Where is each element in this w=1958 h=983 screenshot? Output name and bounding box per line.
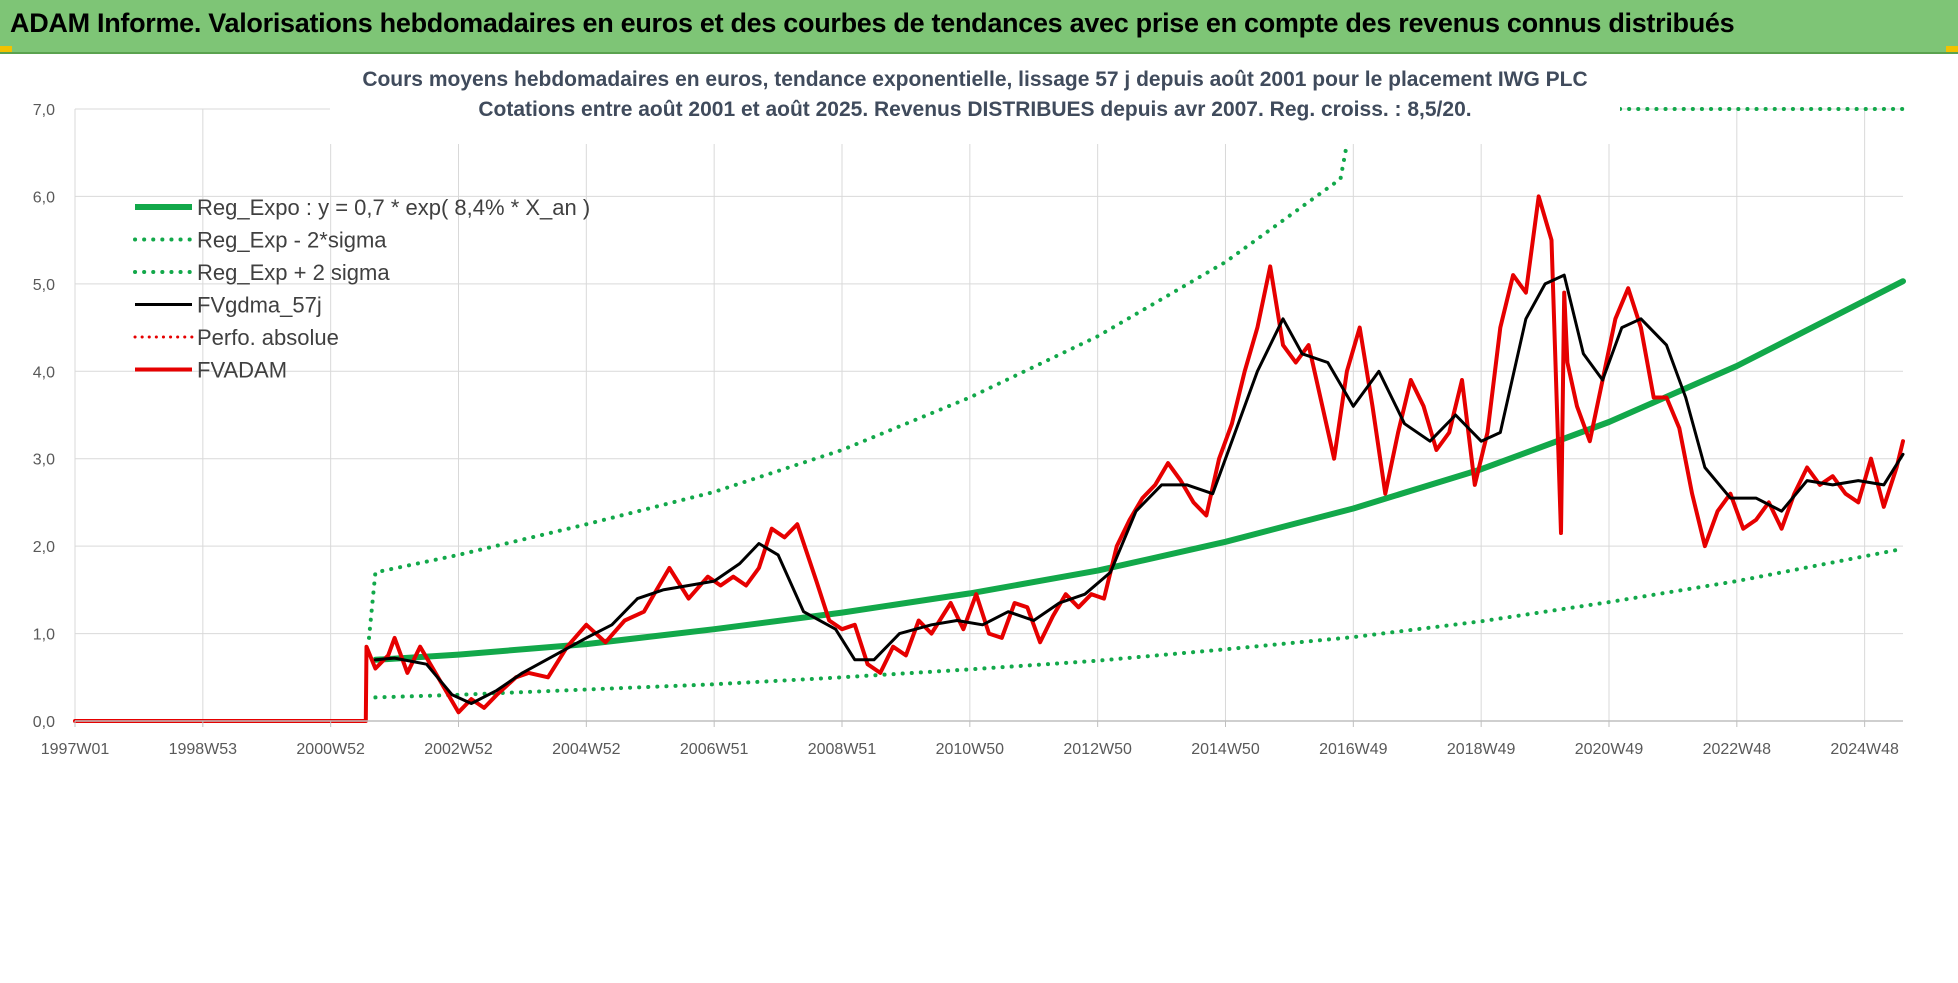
x-tick-label: 2022W48 [1703, 741, 1772, 758]
x-tick-label: 2002W52 [424, 741, 493, 758]
legend-label: Reg_Expo : y = 0,7 * exp( 8,4% * X_an ) [197, 195, 590, 220]
series-line [373, 273, 1905, 705]
series-line [367, 107, 1905, 640]
gridlines [74, 108, 1903, 722]
title-background [330, 64, 1620, 144]
legend-label: Reg_Exp + 2 sigma [197, 260, 390, 285]
y-tick-label: 1,0 [33, 627, 55, 644]
x-tick-label: 2004W52 [552, 741, 621, 758]
y-tick-label: 5,0 [33, 277, 55, 294]
x-tick-label: 2014W50 [1191, 741, 1260, 758]
x-tick-label: 2016W49 [1319, 741, 1388, 758]
x-tick-label: 2018W49 [1447, 741, 1516, 758]
chart-title-line2: Cotations entre août 2001 et août 2025. … [478, 98, 1471, 121]
y-tick-label: 4,0 [33, 364, 55, 381]
x-tick-label: 2006W51 [680, 741, 749, 758]
series-line [373, 546, 1905, 700]
x-tick-label: 1998W53 [169, 741, 238, 758]
series-line [73, 194, 1905, 723]
x-tick-label: 2000W52 [296, 741, 365, 758]
chart-area: 0,0 1,0 2,0 3,0 4,0 5,0 6,0 7,0 1997W01 1998W53 20… [0, 54, 1958, 978]
legend-label: FVADAM [197, 358, 287, 383]
corner-marker-right [1946, 46, 1958, 52]
legend-label: FVgdma_57j [197, 293, 322, 318]
x-tick-label: 2012W50 [1063, 741, 1132, 758]
legend-label: Reg_Exp - 2*sigma [197, 228, 387, 253]
x-tick-label: 1997W01 [41, 741, 110, 758]
chart-svg: 0,0 1,0 2,0 3,0 4,0 5,0 6,0 7,0 1997W01 1998W53 20… [33, 64, 1906, 758]
y-tick-label: 3,0 [33, 452, 55, 469]
legend-label: Perfo. absolue [197, 325, 339, 350]
series-lines [73, 107, 1906, 723]
axes: 0,0 1,0 2,0 3,0 4,0 5,0 6,0 7,0 1997W01 1998W53 20… [33, 102, 1903, 758]
corner-marker-left [0, 46, 12, 52]
y-tick-label: 6,0 [33, 189, 55, 206]
x-tick-label: 2010W50 [936, 741, 1005, 758]
series-line [372, 278, 1906, 663]
y-tick-label: 7,0 [33, 102, 55, 119]
chart-title-line1: Cours moyens hebdomadaires en euros, ten… [362, 68, 1587, 91]
x-tick-label: 2020W49 [1575, 741, 1644, 758]
x-tick-label: 2008W51 [808, 741, 877, 758]
report-banner: ADAM Informe. Valorisations hebdomadaire… [0, 0, 1958, 54]
x-tick-label: 2024W48 [1830, 741, 1899, 758]
report-title: ADAM Informe. Valorisations hebdomadaire… [10, 8, 1735, 38]
y-tick-label: 0,0 [33, 714, 55, 731]
y-tick-label: 2,0 [33, 539, 55, 556]
legend: Reg_Expo : y = 0,7 * exp( 8,4% * X_an ) R… [133, 195, 590, 383]
